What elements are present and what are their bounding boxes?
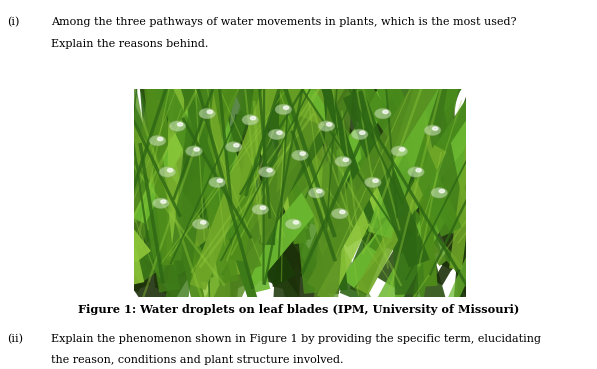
Circle shape <box>432 127 438 130</box>
Circle shape <box>159 167 176 177</box>
Circle shape <box>201 221 206 224</box>
Circle shape <box>158 137 163 141</box>
Circle shape <box>416 169 421 172</box>
Circle shape <box>331 208 348 219</box>
Text: the reason, conditions and plant structure involved.: the reason, conditions and plant structu… <box>51 355 343 365</box>
Circle shape <box>424 125 441 135</box>
Circle shape <box>316 189 322 193</box>
Text: (ii): (ii) <box>7 334 23 344</box>
Circle shape <box>439 189 444 193</box>
Circle shape <box>252 204 269 215</box>
Circle shape <box>242 115 259 125</box>
Circle shape <box>318 121 335 131</box>
Circle shape <box>259 167 275 177</box>
Circle shape <box>161 200 166 203</box>
Circle shape <box>359 131 365 134</box>
Circle shape <box>285 219 301 229</box>
Circle shape <box>327 123 332 126</box>
Text: Explain the phenomenon shown in Figure 1 by providing the specific term, elucida: Explain the phenomenon shown in Figure 1… <box>51 334 541 344</box>
Circle shape <box>199 108 216 119</box>
Circle shape <box>267 169 272 172</box>
Circle shape <box>250 117 256 120</box>
Circle shape <box>275 104 292 115</box>
Circle shape <box>207 110 213 114</box>
Circle shape <box>186 146 202 156</box>
Circle shape <box>209 177 226 187</box>
Circle shape <box>194 148 199 151</box>
Circle shape <box>383 110 388 114</box>
Text: Explain the reasons behind.: Explain the reasons behind. <box>51 39 208 49</box>
Circle shape <box>234 144 239 147</box>
Circle shape <box>308 187 325 198</box>
Circle shape <box>226 142 242 152</box>
Text: (i): (i) <box>7 17 20 27</box>
Circle shape <box>374 108 391 119</box>
Circle shape <box>269 129 285 139</box>
Circle shape <box>169 121 186 131</box>
Circle shape <box>217 179 223 182</box>
Circle shape <box>408 167 424 177</box>
Circle shape <box>168 169 173 172</box>
Circle shape <box>293 221 298 224</box>
Circle shape <box>260 206 266 210</box>
Circle shape <box>373 179 378 182</box>
Circle shape <box>149 135 166 146</box>
Circle shape <box>277 131 282 134</box>
Circle shape <box>300 152 305 155</box>
Circle shape <box>192 219 209 229</box>
Circle shape <box>153 198 169 208</box>
Circle shape <box>292 150 308 161</box>
Circle shape <box>391 146 408 156</box>
Text: Figure 1: Water droplets on leaf blades (IPM, University of Missouri): Figure 1: Water droplets on leaf blades … <box>78 304 519 315</box>
Circle shape <box>177 123 183 126</box>
Circle shape <box>284 106 289 109</box>
Circle shape <box>399 148 405 151</box>
Text: Among the three pathways of water movements in plants, which is the most used?: Among the three pathways of water moveme… <box>51 17 516 27</box>
Circle shape <box>365 177 381 187</box>
Circle shape <box>335 156 352 167</box>
Circle shape <box>343 158 349 162</box>
Circle shape <box>431 187 447 198</box>
Circle shape <box>340 210 345 214</box>
Circle shape <box>352 129 368 139</box>
